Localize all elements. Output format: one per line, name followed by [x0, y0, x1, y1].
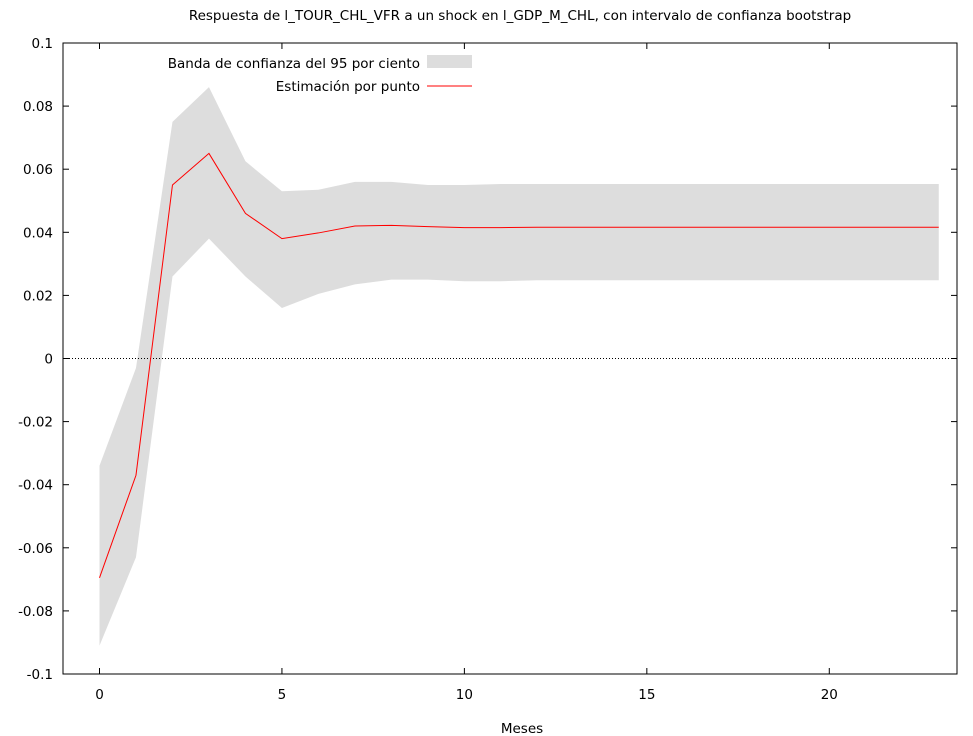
plot-area	[63, 87, 957, 646]
y-tick-label: -0.1	[27, 667, 53, 683]
legend-label-point-estimate: Estimación por punto	[276, 79, 420, 95]
y-axis: -0.1 -0.08 -0.06 -0.04 -0.02 0 0.02 0.04 0.06 0.0…	[18, 36, 957, 683]
legend: Banda de confianza del 95 por ciento Est…	[168, 55, 472, 95]
x-tick-label: 10	[456, 687, 473, 703]
y-tick-label: -0.02	[18, 415, 53, 431]
y-tick-label: 0.06	[23, 162, 53, 178]
x-axis-title: Meses	[501, 721, 543, 736]
chart-title: Respuesta de l_TOUR_CHL_VFR a un shock e…	[189, 8, 851, 24]
y-tick-label: -0.08	[18, 604, 53, 620]
y-tick-label: -0.06	[18, 541, 53, 557]
y-tick-label: 0.02	[23, 288, 53, 304]
y-tick-label: 0	[44, 352, 53, 368]
y-tick-label: 0.1	[32, 36, 53, 52]
y-tick-label: 0.04	[23, 225, 53, 241]
legend-label-band: Banda de confianza del 95 por ciento	[168, 56, 420, 72]
y-tick-label: -0.04	[18, 478, 53, 494]
y-tick-label: 0.08	[23, 99, 53, 115]
legend-swatch-band	[427, 55, 472, 68]
x-tick-label: 15	[638, 687, 655, 703]
x-axis: 0 5 10 15 20	[95, 43, 838, 703]
x-tick-label: 0	[95, 687, 104, 703]
x-tick-label: 5	[278, 687, 287, 703]
confidence-band	[99, 87, 939, 646]
x-tick-label: 20	[821, 687, 838, 703]
series-line-point-estimate	[99, 152, 939, 578]
